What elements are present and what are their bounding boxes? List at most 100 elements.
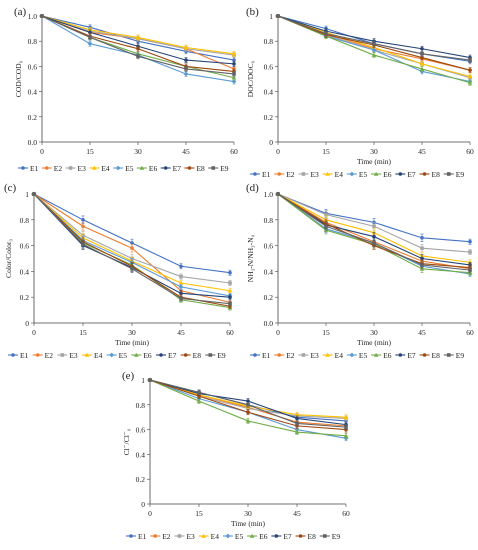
- y-tick-label: 0.0: [264, 319, 274, 328]
- legend-label-E2: E2: [45, 351, 54, 360]
- marker-2-2-4: [228, 281, 232, 285]
- x-tick-label: 15: [322, 328, 330, 337]
- marker-0-6-4: [232, 62, 236, 66]
- panel-label: (a): [14, 6, 27, 18]
- legend-label-E6: E6: [383, 170, 392, 179]
- marker-0-5-4: [231, 75, 237, 80]
- x-tick-label: 30: [134, 147, 142, 156]
- marker-1-6-3: [420, 46, 424, 51]
- marker-1-5-2: [371, 52, 377, 57]
- marker-4-8-0: [148, 378, 152, 382]
- marker-0-legend-3: [92, 165, 97, 170]
- legend-label-E1: E1: [30, 164, 39, 173]
- legend-label-E1: E1: [138, 532, 147, 541]
- y-tick-label: 0.2: [264, 293, 274, 302]
- legend-label-E5: E5: [119, 351, 128, 360]
- marker-3-2-1: [324, 212, 328, 217]
- y-tick-label: 0.6: [136, 426, 146, 435]
- y-tick-label: 0.2: [264, 113, 274, 122]
- marker-0-legend-0: [21, 166, 25, 170]
- x-tick-label: 0: [32, 328, 36, 337]
- y-tick-label: 1: [25, 190, 29, 199]
- marker-2-legend-8: [208, 353, 213, 357]
- marker-1-7-3: [420, 55, 424, 60]
- panel-2: (c) 0 0.2 0.4 0.6 0.8 1 0 15 30 45 60 Color/Color₀ Ti…: [4, 182, 234, 360]
- marker-1-8-3: [420, 52, 424, 56]
- legend-label-E4: E4: [101, 164, 110, 173]
- y-tick-label: 0.8: [264, 216, 274, 225]
- marker-4-legend-1: [153, 534, 158, 538]
- marker-3-legend-5: [373, 352, 379, 357]
- legend-label-E3: E3: [186, 532, 195, 541]
- legend-label-E3: E3: [78, 164, 87, 173]
- legend-label-E8: E8: [308, 532, 317, 541]
- marker-1-legend-4: [349, 171, 355, 177]
- x-tick-label: 60: [226, 328, 234, 337]
- x-tick-label: 45: [177, 328, 185, 337]
- x-tick-label: 45: [293, 509, 301, 518]
- y-tick-label: 0.6: [28, 62, 38, 71]
- marker-2-legend-4: [109, 352, 115, 358]
- marker-3-8-4: [468, 268, 472, 272]
- x-tick-label: 60: [466, 328, 474, 337]
- y-tick-label: 0.2: [28, 113, 38, 122]
- legend-label-E2: E2: [162, 532, 171, 541]
- legend-label-E4: E4: [335, 351, 344, 360]
- marker-2-legend-5: [134, 352, 139, 357]
- marker-3-legend-4: [349, 352, 355, 358]
- marker-4-3-3: [294, 412, 300, 417]
- y-tick-label: 0.8: [136, 401, 146, 410]
- legend-label-E3: E3: [69, 351, 78, 360]
- legend-label-E7: E7: [173, 164, 182, 173]
- legend-label-E1: E1: [20, 351, 29, 360]
- marker-1-5-4: [467, 80, 473, 85]
- y-tick-label: 0.4: [264, 267, 274, 276]
- marker-4-5-2: [245, 418, 251, 423]
- x-axis-title: Time (min): [357, 338, 392, 347]
- marker-3-legend-3: [325, 352, 330, 357]
- legend-label-E9: E9: [220, 164, 229, 173]
- marker-2-1-2: [130, 246, 134, 250]
- marker-3-2-4: [468, 250, 472, 254]
- y-tick-label: 0.8: [264, 37, 274, 46]
- legend-label-E9: E9: [217, 351, 226, 360]
- marker-3-legend-2: [301, 353, 306, 357]
- marker-0-8-4: [232, 72, 236, 76]
- marker-4-8-1: [197, 390, 201, 395]
- marker-3-2-2: [372, 224, 376, 229]
- legend-label-E6: E6: [143, 351, 152, 360]
- x-tick-label: 30: [128, 328, 136, 337]
- marker-4-7-2: [246, 410, 250, 415]
- panel-4: (e) 0 0.2 0.4 0.6 0.8 1 0 15 30 45 60 Cl⁻/Cl⁻₀ Time (…: [122, 370, 350, 541]
- x-tick-label: 45: [182, 147, 190, 156]
- marker-3-8-0: [276, 192, 280, 196]
- marker-4-legend-7: [298, 534, 303, 538]
- legend-label-E8: E8: [193, 351, 202, 360]
- y-tick-label: 1.0: [28, 12, 38, 21]
- marker-2-6-3: [179, 291, 183, 296]
- marker-4-legend-3: [201, 533, 206, 538]
- y-axis-title: Color/Color₀: [4, 239, 13, 278]
- y-tick-label: 0.0: [28, 138, 38, 147]
- y-tick-label: 0: [141, 500, 145, 509]
- marker-0-legend-2: [68, 166, 73, 170]
- legend-label-E4: E4: [211, 532, 220, 541]
- marker-0-legend-6: [163, 166, 168, 170]
- marker-0-7-2: [136, 46, 140, 51]
- x-tick-label: 0: [148, 509, 152, 518]
- marker-2-0-1: [81, 218, 85, 222]
- x-axis-title: Time (min): [115, 338, 150, 347]
- panel-label: (c): [4, 182, 17, 194]
- marker-2-3-3: [178, 280, 184, 285]
- marker-1-legend-1: [277, 172, 282, 176]
- marker-1-3-3: [419, 61, 425, 66]
- marker-0-legend-5: [139, 165, 145, 170]
- x-axis-title: Time (min): [231, 519, 266, 528]
- marker-4-legend-0: [129, 534, 133, 538]
- legend-label-E5: E5: [125, 164, 134, 173]
- x-tick-label: 30: [370, 147, 378, 156]
- legend-label-E7: E7: [407, 170, 416, 179]
- x-tick-label: 0: [276, 147, 280, 156]
- y-tick-label: 0: [269, 138, 273, 147]
- marker-1-8-1: [324, 31, 328, 36]
